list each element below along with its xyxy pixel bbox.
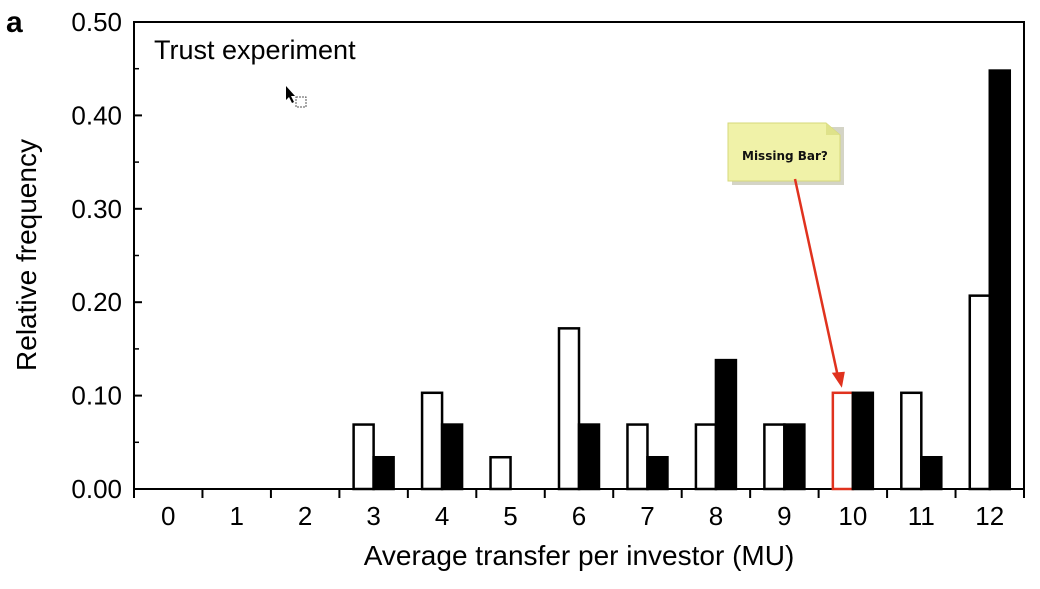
bar-white <box>420 391 444 491</box>
x-tick-label: 7 <box>640 501 654 531</box>
note-text: Missing Bar? <box>742 149 828 163</box>
bar-black <box>646 455 669 491</box>
y-tick-label: 0.20 <box>71 287 122 317</box>
bar-black <box>440 423 464 491</box>
y-tick-label: 0.40 <box>71 100 122 130</box>
y-tick-label: 0.00 <box>71 474 122 504</box>
x-tick-label: 11 <box>908 501 935 531</box>
bar-black <box>988 69 1012 491</box>
annotation-arrow-line <box>793 178 841 382</box>
bars-group <box>352 69 1012 491</box>
y-axis: 0.00 0.10 0.20 0.30 0.40 0.50 <box>71 7 142 504</box>
panel-letter: a <box>6 6 23 39</box>
bar-white <box>557 327 581 491</box>
bar-white <box>694 423 718 491</box>
bar-white <box>489 455 512 491</box>
mouse-cursor-icon <box>286 86 307 108</box>
x-axis-title: Average transfer per investor (MU) <box>364 540 795 571</box>
bar-black <box>851 391 875 491</box>
y-tick-label: 0.10 <box>71 381 122 411</box>
bar-black <box>714 358 738 491</box>
x-tick-label: 6 <box>572 501 586 531</box>
y-axis-title: Relative frequency <box>11 139 42 371</box>
y-tick-label: 0.50 <box>71 7 122 37</box>
chart-title: Trust experiment <box>154 35 356 65</box>
bar-black <box>372 455 395 491</box>
bar-white <box>968 294 992 491</box>
bar-highlighted <box>831 391 855 491</box>
annotation-group: Missing Bar? <box>727 122 845 388</box>
x-tick-label: 4 <box>435 501 449 531</box>
x-tick-label: 5 <box>503 501 517 531</box>
y-tick-label: 0.30 <box>71 194 122 224</box>
x-tick-label: 0 <box>161 501 175 531</box>
bar-white <box>626 423 649 491</box>
bar-white <box>352 423 375 491</box>
x-tick-label: 8 <box>709 501 723 531</box>
note-fold <box>826 123 840 135</box>
sticky-note <box>727 122 841 182</box>
annotation-arrowhead <box>831 371 845 388</box>
x-tick-label: 10 <box>838 501 867 531</box>
x-tick-label: 2 <box>298 501 312 531</box>
x-tick-label: 9 <box>777 501 791 531</box>
bar-black <box>783 423 806 491</box>
bar-black <box>577 423 601 491</box>
bar-white <box>763 423 786 491</box>
x-axis: 0 1 2 3 4 5 6 7 8 9 10 11 12 <box>133 489 1025 531</box>
x-tick-label: 1 <box>229 501 243 531</box>
bar-black <box>920 455 943 491</box>
x-tick-label: 3 <box>366 501 380 531</box>
x-tick-label: 12 <box>975 501 1004 531</box>
bar-white <box>900 391 923 491</box>
